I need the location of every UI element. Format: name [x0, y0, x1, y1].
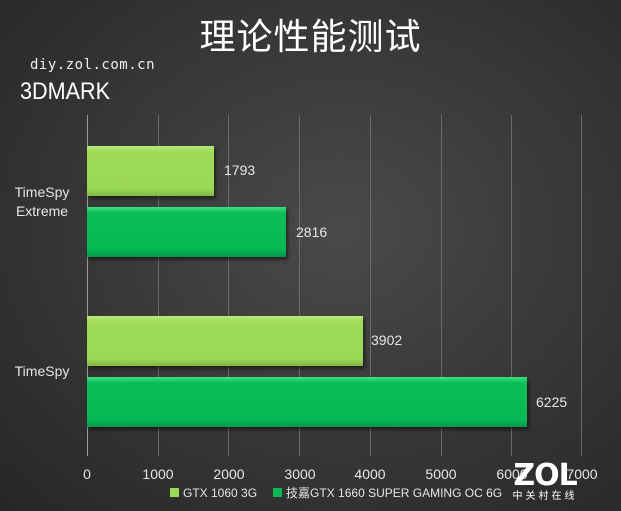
gridline: [299, 115, 301, 456]
legend-item-gtx1060: GTX 1060 3G: [170, 486, 257, 500]
gridline: [511, 115, 513, 456]
x-tick: 6000: [496, 466, 528, 482]
legend-swatch-icon: [273, 488, 283, 497]
legend-label: GTX 1060 3G: [183, 485, 258, 500]
bar-timespy-extreme-gtx1060: [87, 146, 214, 196]
x-tick: 1000: [142, 466, 174, 482]
zol-watermark: ZOL 中关村在线: [510, 458, 580, 504]
plot-area: [87, 115, 582, 456]
x-tick: 7000: [566, 466, 598, 482]
gridline: [440, 115, 442, 456]
x-tick: 3000: [284, 466, 316, 482]
gridline: [157, 115, 159, 456]
category-label-line: Extreme: [15, 203, 69, 219]
data-label: 2816: [296, 224, 328, 240]
x-tick: 4000: [354, 466, 386, 482]
chart-title: 理论性能测试: [199, 17, 422, 58]
legend: GTX 1060 3G 技嘉GTX 1660 SUPER GAMING OC 6…: [170, 484, 502, 501]
legend-label: 技嘉GTX 1660 SUPER GAMING OC 6G: [286, 486, 503, 500]
x-tick: 5000: [425, 466, 457, 482]
data-label: 6225: [536, 394, 568, 410]
gridline: [369, 115, 371, 456]
bar-timespy-gtx1660super: [87, 377, 528, 427]
category-label-timespy: TimeSpy: [14, 363, 70, 379]
data-label: 3902: [371, 332, 403, 348]
axis-line: [87, 115, 88, 456]
legend-item-gtx1660super: 技嘉GTX 1660 SUPER GAMING OC 6G: [273, 484, 502, 501]
site-url: diy.zol.com.cn: [30, 57, 156, 73]
bar-timespy-extreme-gtx1660super: [87, 207, 287, 257]
category-label-line: TimeSpy: [14, 184, 70, 200]
chart-subtitle: 3DMARK: [20, 78, 111, 105]
category-label-timespy-extreme: TimeSpy Extreme: [7, 183, 77, 221]
zol-tagline: 中关村在线: [512, 491, 578, 502]
data-label: 1793: [224, 162, 256, 178]
gridline: [581, 115, 582, 456]
x-tick: 0: [83, 466, 91, 482]
gridline: [228, 115, 230, 456]
bar-timespy-gtx1060: [87, 316, 363, 366]
legend-swatch-icon: [170, 488, 179, 497]
x-tick: 2000: [213, 466, 245, 482]
zol-logo-icon: ZOL: [513, 458, 577, 493]
